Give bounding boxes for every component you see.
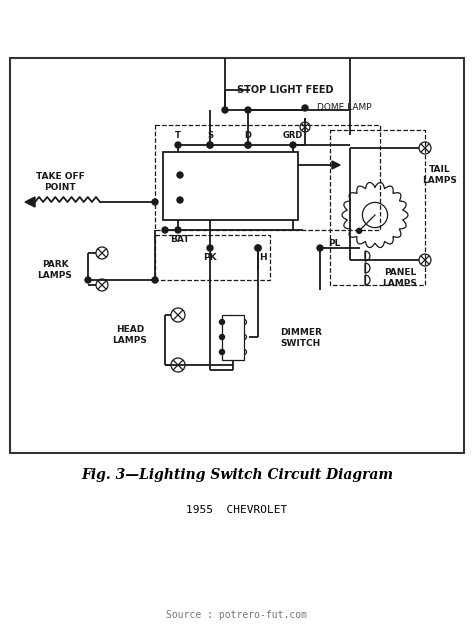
Circle shape — [207, 245, 213, 251]
Text: PANEL
LAMPS: PANEL LAMPS — [383, 269, 418, 288]
Text: DOME LAMP: DOME LAMP — [317, 103, 372, 113]
Circle shape — [175, 142, 181, 148]
Circle shape — [222, 107, 228, 113]
Circle shape — [245, 142, 251, 148]
Circle shape — [290, 142, 296, 148]
Circle shape — [356, 228, 362, 233]
Text: H: H — [259, 253, 267, 263]
Text: DIMMER
SWITCH: DIMMER SWITCH — [280, 328, 322, 347]
Text: PK: PK — [203, 253, 217, 263]
Text: TAIL
LAMPS: TAIL LAMPS — [422, 165, 457, 185]
Circle shape — [302, 105, 308, 111]
Circle shape — [207, 142, 213, 148]
Text: D: D — [245, 131, 252, 140]
Text: BAT: BAT — [170, 235, 190, 244]
Circle shape — [317, 245, 323, 251]
Circle shape — [245, 142, 251, 148]
Text: PARK
LAMPS: PARK LAMPS — [37, 260, 73, 279]
Text: TAKE OFF
POINT: TAKE OFF POINT — [36, 172, 84, 192]
Circle shape — [255, 245, 261, 251]
Polygon shape — [25, 197, 35, 207]
Circle shape — [219, 349, 225, 354]
Circle shape — [219, 319, 225, 324]
Text: T: T — [175, 131, 181, 140]
Text: HEAD
LAMPS: HEAD LAMPS — [112, 325, 147, 345]
Text: STOP LIGHT FEED: STOP LIGHT FEED — [237, 85, 333, 95]
Bar — [155, 125, 380, 230]
Circle shape — [245, 107, 251, 113]
Text: 1955  CHEVROLET: 1955 CHEVROLET — [186, 505, 288, 515]
Circle shape — [175, 227, 181, 233]
Circle shape — [162, 227, 168, 233]
Text: S: S — [207, 131, 213, 140]
Circle shape — [219, 335, 225, 340]
Bar — [10, 58, 464, 453]
Text: PL: PL — [328, 238, 340, 247]
Polygon shape — [332, 161, 340, 169]
Circle shape — [85, 277, 91, 283]
Text: Fig. 3—Lighting Switch Circuit Diagram: Fig. 3—Lighting Switch Circuit Diagram — [81, 468, 393, 482]
Circle shape — [255, 245, 261, 251]
Circle shape — [152, 277, 158, 283]
Text: GRD: GRD — [283, 131, 303, 140]
Bar — [222, 315, 244, 360]
Text: Source : potrero-fut.com: Source : potrero-fut.com — [166, 610, 308, 620]
Circle shape — [207, 142, 213, 148]
Circle shape — [177, 197, 183, 203]
Bar — [163, 152, 298, 220]
Bar — [155, 235, 270, 280]
Bar — [330, 130, 425, 285]
Circle shape — [152, 199, 158, 205]
Circle shape — [177, 172, 183, 178]
